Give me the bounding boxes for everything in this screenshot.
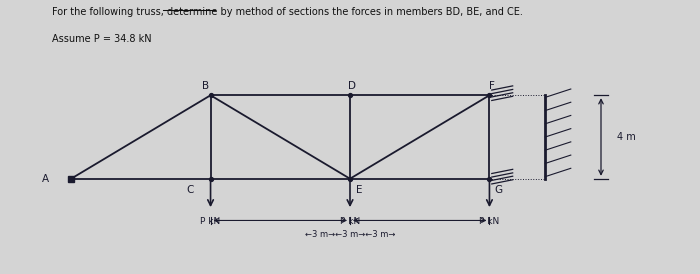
Text: 4 m: 4 m — [617, 132, 636, 142]
Text: C: C — [186, 185, 193, 195]
Text: D: D — [349, 81, 356, 91]
Text: E: E — [356, 185, 363, 195]
Text: P kN: P kN — [340, 217, 360, 226]
Text: G: G — [495, 185, 503, 195]
Text: B: B — [202, 81, 209, 91]
Text: P kN: P kN — [480, 217, 500, 226]
Text: A: A — [42, 174, 49, 184]
Text: ←3 m→←3 m→←3 m→: ←3 m→←3 m→←3 m→ — [304, 230, 395, 239]
Text: F: F — [489, 81, 495, 91]
Text: Assume P = 34.8 kN: Assume P = 34.8 kN — [52, 34, 152, 44]
Text: For the following truss, determine by method of sections the forces in members B: For the following truss, determine by me… — [52, 7, 524, 17]
Text: P kN: P kN — [200, 217, 220, 226]
